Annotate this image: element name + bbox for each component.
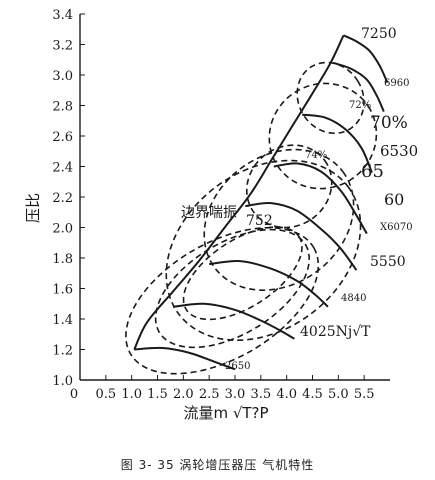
speed-label: 6530	[380, 142, 418, 160]
speed-line	[134, 346, 236, 371]
efficiency-contour	[125, 226, 320, 375]
annotation-labels: 7250 6960 6530 X6070 5550 4840 4025Nj√T 2650 72%…	[181, 26, 418, 372]
y-axis-ticks: 3.4 3.2 3.0 2.8 2.6 2.4 2.2 2.0 1.8 1.6 1.4 1.2 1.0	[52, 8, 85, 389]
x-tick-label: 3.0	[225, 387, 246, 402]
y-axis-label: 压比	[24, 193, 42, 223]
surge-line-label: 边界喘振	[181, 204, 237, 221]
y-tick-label: 3.4	[52, 8, 73, 23]
efficiency-contours	[125, 61, 378, 375]
y-tick-label: 3.0	[52, 69, 73, 84]
speed-label: 6960	[384, 78, 409, 89]
y-tick-label: 1.0	[52, 374, 73, 389]
x-axis-label: 流量m √T?P	[183, 404, 268, 422]
y-tick-label: 2.6	[52, 130, 73, 145]
y-tick-label: 3.2	[52, 39, 73, 54]
x-tick-label: 1.5	[147, 387, 168, 402]
speed-line	[332, 61, 385, 113]
y-tick-label: 2.0	[52, 222, 73, 237]
y-tick-label: 1.4	[52, 313, 73, 328]
efficiency-label: 65	[361, 161, 384, 182]
x-tick-label: 1.0	[121, 387, 142, 402]
efficiency-label: 74%	[305, 150, 327, 161]
y-tick-label: 1.2	[52, 344, 73, 359]
y-tick-label: 2.4	[52, 161, 73, 176]
speed-label: 5550	[370, 254, 406, 270]
efficiency-contour	[165, 159, 362, 342]
x-tick-label: 0.5	[95, 387, 116, 402]
speed-line	[245, 201, 358, 271]
y-tick-label: 1.6	[52, 283, 73, 298]
efficiency-label: 72%	[349, 100, 371, 111]
speed-label: 2650	[225, 361, 250, 372]
efficiency-contour	[268, 82, 378, 190]
speed-label: X6070	[380, 222, 413, 233]
speed-line	[343, 34, 389, 84]
speed-line	[273, 162, 368, 235]
efficiency-label: 60	[384, 190, 404, 209]
efficiency-contour	[154, 228, 310, 349]
efficiency-label: 70%	[370, 113, 408, 133]
figure-caption: 图 3- 35 涡轮增压器压 气机特性	[120, 458, 315, 472]
speed-line	[209, 259, 329, 308]
efficiency-contour	[182, 226, 303, 321]
x-axis-ticks: 0 0.5 1.0 1.5 2.0 2.5 3.0 3.5 4.0 4.5 5.0 5.5	[70, 375, 375, 402]
speed-label: 4025Nj√T	[300, 324, 371, 340]
x-tick-label: 4.0	[276, 387, 297, 402]
surge-line	[133, 34, 345, 350]
x-tick-label: 4.5	[302, 387, 323, 402]
efficiency-label: 752	[246, 213, 273, 229]
speed-label: 4840	[341, 293, 366, 304]
y-tick-label: 2.2	[52, 191, 73, 206]
x-tick-label: 0	[70, 387, 78, 402]
speed-lines	[134, 34, 389, 371]
y-tick-label: 1.8	[52, 252, 73, 267]
efficiency-contour	[296, 61, 365, 135]
x-tick-label: 2.0	[173, 387, 194, 402]
x-tick-label: 2.5	[199, 387, 220, 402]
speed-line	[302, 113, 373, 173]
speed-label: 7250	[361, 26, 397, 42]
x-tick-label: 5.5	[354, 387, 375, 402]
speed-line	[172, 302, 295, 340]
x-tick-label: 5.0	[328, 387, 349, 402]
efficiency-contour	[245, 144, 333, 229]
x-tick-label: 3.5	[250, 387, 271, 402]
y-tick-label: 2.8	[52, 100, 73, 115]
